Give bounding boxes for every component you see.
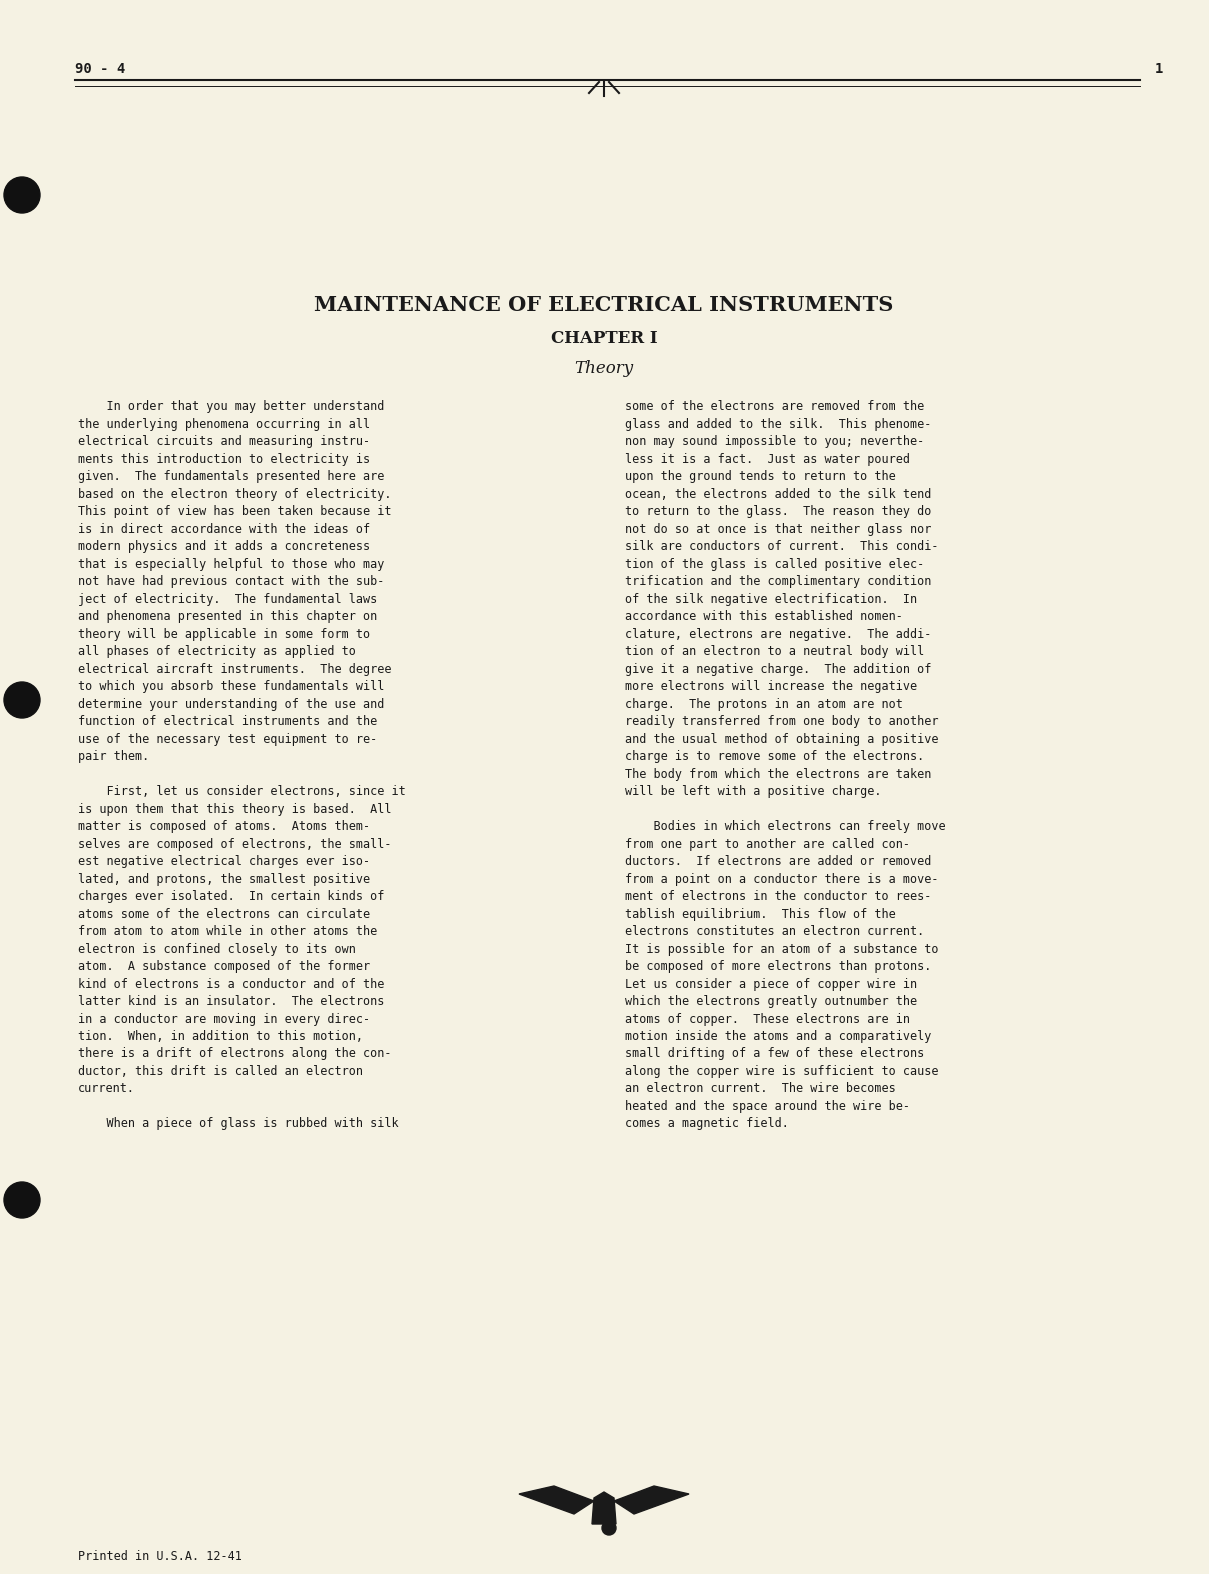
Text: that is especially helpful to those who may: that is especially helpful to those who … [79, 557, 384, 570]
Text: an electron current.  The wire becomes: an electron current. The wire becomes [625, 1083, 896, 1096]
Text: Bodies in which electrons can freely move: Bodies in which electrons can freely mov… [625, 820, 945, 833]
Text: the underlying phenomena occurring in all: the underlying phenomena occurring in al… [79, 417, 370, 431]
Text: function of electrical instruments and the: function of electrical instruments and t… [79, 715, 377, 729]
Text: from one part to another are called con-: from one part to another are called con- [625, 837, 910, 850]
Text: ject of electricity.  The fundamental laws: ject of electricity. The fundamental law… [79, 592, 377, 606]
Text: CHAPTER I: CHAPTER I [550, 331, 658, 346]
Text: there is a drift of electrons along the con-: there is a drift of electrons along the … [79, 1048, 392, 1061]
Text: Theory: Theory [574, 360, 634, 378]
Text: and the usual method of obtaining a positive: and the usual method of obtaining a posi… [625, 732, 938, 746]
Text: tion of the glass is called positive elec-: tion of the glass is called positive ele… [625, 557, 924, 570]
Text: in a conductor are moving in every direc-: in a conductor are moving in every direc… [79, 1012, 370, 1026]
Text: determine your understanding of the use and: determine your understanding of the use … [79, 697, 384, 710]
Text: to return to the glass.  The reason they do: to return to the glass. The reason they … [625, 505, 931, 518]
Text: lated, and protons, the smallest positive: lated, and protons, the smallest positiv… [79, 872, 370, 886]
Text: atoms some of the electrons can circulate: atoms some of the electrons can circulat… [79, 908, 370, 921]
Text: First, let us consider electrons, since it: First, let us consider electrons, since … [79, 785, 406, 798]
Text: 1: 1 [1155, 61, 1163, 76]
Text: readily transferred from one body to another: readily transferred from one body to ano… [625, 715, 938, 729]
Text: upon the ground tends to return to the: upon the ground tends to return to the [625, 471, 896, 483]
Text: of the silk negative electrification.  In: of the silk negative electrification. In [625, 592, 918, 606]
Text: modern physics and it adds a concreteness: modern physics and it adds a concretenes… [79, 540, 370, 552]
Text: ment of electrons in the conductor to rees-: ment of electrons in the conductor to re… [625, 889, 931, 903]
Text: more electrons will increase the negative: more electrons will increase the negativ… [625, 680, 918, 693]
Text: atoms of copper.  These electrons are in: atoms of copper. These electrons are in [625, 1012, 910, 1026]
Text: clature, electrons are negative.  The addi-: clature, electrons are negative. The add… [625, 628, 931, 641]
Text: given.  The fundamentals presented here are: given. The fundamentals presented here a… [79, 471, 384, 483]
Text: tion of an electron to a neutral body will: tion of an electron to a neutral body wi… [625, 645, 924, 658]
Text: charge.  The protons in an atom are not: charge. The protons in an atom are not [625, 697, 903, 710]
Text: electron is confined closely to its own: electron is confined closely to its own [79, 943, 355, 955]
Text: and phenomena presented in this chapter on: and phenomena presented in this chapter … [79, 611, 377, 623]
Text: heated and the space around the wire be-: heated and the space around the wire be- [625, 1100, 910, 1113]
Polygon shape [519, 1486, 594, 1514]
Text: ocean, the electrons added to the silk tend: ocean, the electrons added to the silk t… [625, 488, 931, 501]
Text: motion inside the atoms and a comparatively: motion inside the atoms and a comparativ… [625, 1029, 931, 1044]
Text: charge is to remove some of the electrons.: charge is to remove some of the electron… [625, 749, 924, 763]
Text: all phases of electricity as applied to: all phases of electricity as applied to [79, 645, 355, 658]
Text: based on the electron theory of electricity.: based on the electron theory of electric… [79, 488, 392, 501]
Text: which the electrons greatly outnumber the: which the electrons greatly outnumber th… [625, 995, 918, 1007]
Text: silk are conductors of current.  This condi-: silk are conductors of current. This con… [625, 540, 938, 552]
Text: glass and added to the silk.  This phenome-: glass and added to the silk. This phenom… [625, 417, 931, 431]
Text: selves are composed of electrons, the small-: selves are composed of electrons, the sm… [79, 837, 392, 850]
Text: kind of electrons is a conductor and of the: kind of electrons is a conductor and of … [79, 977, 384, 990]
Text: will be left with a positive charge.: will be left with a positive charge. [625, 785, 881, 798]
Text: tablish equilibrium.  This flow of the: tablish equilibrium. This flow of the [625, 908, 896, 921]
Text: is in direct accordance with the ideas of: is in direct accordance with the ideas o… [79, 523, 370, 535]
Text: pair them.: pair them. [79, 749, 149, 763]
Text: current.: current. [79, 1083, 135, 1096]
Text: give it a negative charge.  The addition of: give it a negative charge. The addition … [625, 663, 931, 675]
Text: less it is a fact.  Just as water poured: less it is a fact. Just as water poured [625, 452, 910, 466]
Text: tion.  When, in addition to this motion,: tion. When, in addition to this motion, [79, 1029, 363, 1044]
Text: to which you absorb these fundamentals will: to which you absorb these fundamentals w… [79, 680, 384, 693]
Text: comes a magnetic field.: comes a magnetic field. [625, 1118, 789, 1130]
Text: Let us consider a piece of copper wire in: Let us consider a piece of copper wire i… [625, 977, 918, 990]
Text: When a piece of glass is rubbed with silk: When a piece of glass is rubbed with sil… [79, 1118, 399, 1130]
Text: charges ever isolated.  In certain kinds of: charges ever isolated. In certain kinds … [79, 889, 384, 903]
Text: not do so at once is that neither glass nor: not do so at once is that neither glass … [625, 523, 931, 535]
Text: non may sound impossible to you; neverthe-: non may sound impossible to you; neverth… [625, 434, 924, 449]
Text: electrical circuits and measuring instru-: electrical circuits and measuring instru… [79, 434, 370, 449]
Text: theory will be applicable in some form to: theory will be applicable in some form t… [79, 628, 370, 641]
Text: ments this introduction to electricity is: ments this introduction to electricity i… [79, 452, 370, 466]
Text: along the copper wire is sufficient to cause: along the copper wire is sufficient to c… [625, 1066, 938, 1078]
Text: ductors.  If electrons are added or removed: ductors. If electrons are added or remov… [625, 855, 931, 867]
Text: ductor, this drift is called an electron: ductor, this drift is called an electron [79, 1066, 363, 1078]
Circle shape [4, 682, 40, 718]
Text: It is possible for an atom of a substance to: It is possible for an atom of a substanc… [625, 943, 938, 955]
Text: The body from which the electrons are taken: The body from which the electrons are ta… [625, 768, 931, 781]
Polygon shape [614, 1486, 689, 1514]
Text: not have had previous contact with the sub-: not have had previous contact with the s… [79, 575, 384, 589]
Text: electrons constitutes an electron current.: electrons constitutes an electron curren… [625, 926, 924, 938]
Circle shape [4, 176, 40, 212]
Text: latter kind is an insulator.  The electrons: latter kind is an insulator. The electro… [79, 995, 384, 1007]
Text: matter is composed of atoms.  Atoms them-: matter is composed of atoms. Atoms them- [79, 820, 370, 833]
Text: electrical aircraft instruments.  The degree: electrical aircraft instruments. The deg… [79, 663, 392, 675]
Text: accordance with this established nomen-: accordance with this established nomen- [625, 611, 903, 623]
Text: is upon them that this theory is based.  All: is upon them that this theory is based. … [79, 803, 392, 815]
Circle shape [602, 1520, 617, 1535]
Circle shape [4, 1182, 40, 1218]
Text: from a point on a conductor there is a move-: from a point on a conductor there is a m… [625, 872, 938, 886]
Text: use of the necessary test equipment to re-: use of the necessary test equipment to r… [79, 732, 377, 746]
Text: from atom to atom while in other atoms the: from atom to atom while in other atoms t… [79, 926, 377, 938]
Text: In order that you may better understand: In order that you may better understand [79, 400, 384, 412]
Polygon shape [592, 1492, 617, 1524]
Text: MAINTENANCE OF ELECTRICAL INSTRUMENTS: MAINTENANCE OF ELECTRICAL INSTRUMENTS [314, 294, 893, 315]
Text: small drifting of a few of these electrons: small drifting of a few of these electro… [625, 1048, 924, 1061]
Text: some of the electrons are removed from the: some of the electrons are removed from t… [625, 400, 924, 412]
Text: est negative electrical charges ever iso-: est negative electrical charges ever iso… [79, 855, 370, 867]
Text: 90 - 4: 90 - 4 [75, 61, 126, 76]
Text: atom.  A substance composed of the former: atom. A substance composed of the former [79, 960, 370, 973]
Text: Printed in U.S.A. 12-41: Printed in U.S.A. 12-41 [79, 1550, 242, 1563]
Text: be composed of more electrons than protons.: be composed of more electrons than proto… [625, 960, 931, 973]
Text: trification and the complimentary condition: trification and the complimentary condit… [625, 575, 931, 589]
Text: This point of view has been taken because it: This point of view has been taken becaus… [79, 505, 392, 518]
